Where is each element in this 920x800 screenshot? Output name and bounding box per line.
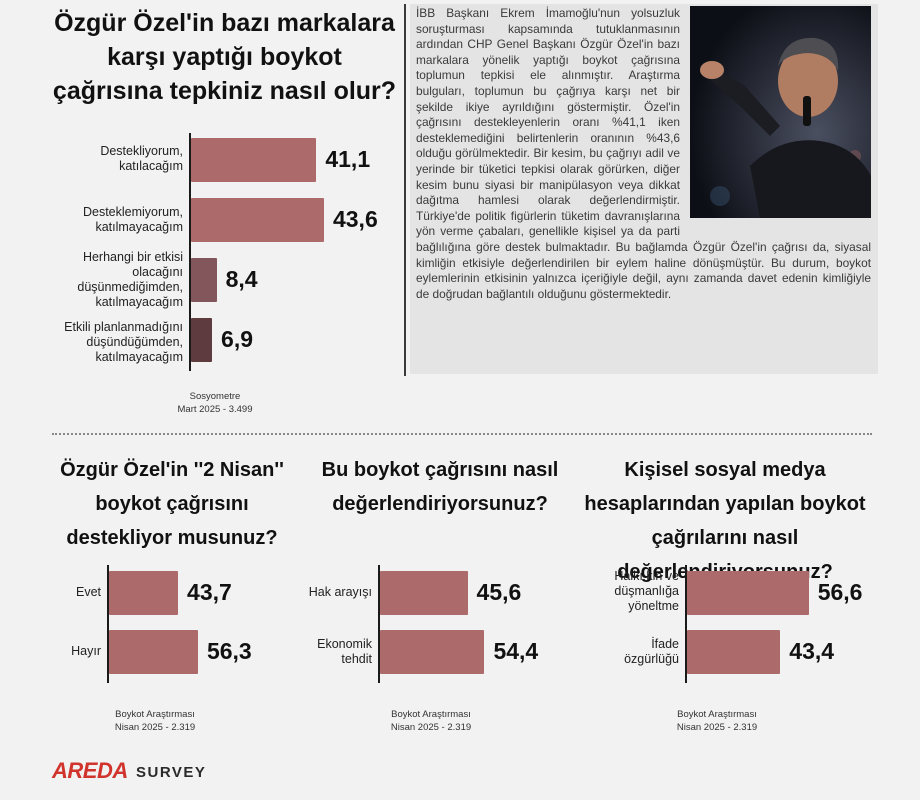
chart3-bar: [380, 630, 485, 674]
chart4-title: Kişisel sosyal medya hesaplarından yapıl…: [584, 459, 866, 583]
chart3-category-label: Hak arayışı: [308, 585, 372, 599]
chart1-bar: [191, 318, 213, 362]
chart1-source-line: Mart 2025 - 3.499: [177, 404, 253, 415]
survey-logo-text: SURVEY: [136, 764, 207, 781]
chart2-value-label: 43,7: [187, 579, 232, 605]
chart3-source: Boykot Araştırması Nisan 2025 - 2.319: [376, 708, 486, 734]
article-text: İBB Başkanı Ekrem İmamoğlu'nun yolsuzluk…: [416, 6, 871, 302]
chart1-value-label: 41,1: [325, 146, 371, 172]
chart4-category-label: İfade özgürlüğü: [624, 637, 679, 666]
chart4-value-label: 43,4: [789, 638, 835, 664]
section-divider: [52, 433, 872, 435]
chart4-category-label: Halkı kin ve düşmanlığa yöneltme: [614, 569, 679, 613]
chart3-value-label: 45,6: [476, 579, 522, 605]
chart1-category-label: Etkili planlanmadığını düşündüğümden, ka…: [64, 320, 183, 364]
chart3-title: Bu boykot çağrısını nasıl değerlendiriyo…: [321, 459, 559, 515]
chart1-value-label: 6,9: [221, 326, 254, 352]
chart2-bar: [109, 630, 198, 674]
chart3-source-line: Boykot Araştırması: [391, 709, 471, 720]
chart2-value-label: 56,3: [206, 638, 252, 664]
chart4-bar: [687, 571, 809, 615]
chart1-bar: [191, 258, 217, 302]
chart4-bar: [687, 630, 781, 674]
chart4-source-line: Boykot Araştırması: [677, 709, 757, 720]
chart1-bar: [191, 138, 317, 182]
chart1-category-label: Desteklemiyorum, katılmayacağım: [82, 205, 183, 234]
chart1-value-label: 43,6: [332, 206, 378, 232]
speaker-photo: [690, 6, 871, 218]
chart1-source-line: Sosyometre: [189, 391, 241, 402]
article-body: İBB Başkanı Ekrem İmamoğlu'nun yolsuzluk…: [416, 6, 871, 301]
chart2-title: Özgür Özel'in ''2 Nisan'' boykot çağrısı…: [60, 459, 284, 549]
chart2-source: Boykot Araştırması Nisan 2025 - 2.319: [100, 708, 210, 734]
chart4-source-line: Nisan 2025 - 2.319: [676, 722, 758, 733]
chart2-category-label: Evet: [75, 585, 101, 599]
vertical-divider: [404, 4, 406, 376]
chart2-source-line: Boykot Araştırması: [115, 709, 195, 720]
chart3-source-line: Nisan 2025 - 2.319: [390, 722, 472, 733]
chart1-axis: [189, 133, 191, 371]
chart3-bar: [380, 571, 468, 615]
chart1-title: Özgür Özel'in bazı markalara karşı yaptı…: [52, 9, 397, 105]
chart1-bar: [191, 198, 324, 242]
areda-logo: AREDA: [52, 758, 128, 783]
chart3-value-label: 54,4: [493, 638, 539, 664]
chart1-category-label: Herhangi bir etkisi olacağını düşünmediğ…: [77, 250, 183, 309]
chart3-axis: [378, 565, 380, 683]
chart1-category-label: Destekliyorum, katılacağım: [100, 144, 183, 173]
chart4-source: Boykot Araştırması Nisan 2025 - 2.319: [662, 708, 772, 734]
chart2-source-line: Nisan 2025 - 2.319: [114, 722, 196, 733]
chart4-value-label: 56,6: [817, 579, 863, 605]
chart2-bar: [109, 571, 179, 615]
chart1-value-label: 8,4: [225, 266, 258, 292]
chart3-category-label: Ekonomik tehdit: [317, 637, 372, 666]
chart2-axis: [107, 565, 109, 683]
chart4-axis: [685, 565, 687, 683]
chart2-category-label: Hayır: [71, 644, 101, 658]
chart1-source: Sosyometre Mart 2025 - 3.499: [160, 390, 270, 416]
